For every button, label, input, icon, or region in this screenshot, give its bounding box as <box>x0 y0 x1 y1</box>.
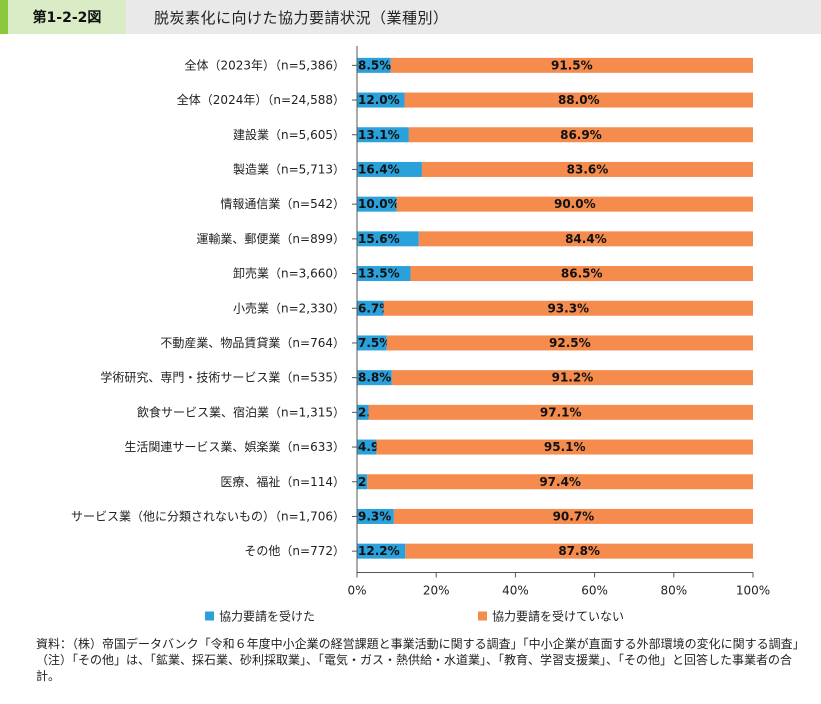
bar-segment-not-received <box>396 196 753 212</box>
bar-segment-not-received <box>390 57 753 73</box>
data-label: 93.3% <box>547 301 589 315</box>
bar-segment-not-received <box>421 161 753 177</box>
data-label: 15.6% <box>358 232 400 246</box>
data-label: 90.7% <box>553 509 595 523</box>
data-label: 86.9% <box>560 128 602 142</box>
bar-segment-received <box>357 266 411 282</box>
bar-segment-not-received <box>404 92 753 108</box>
bar-segment-not-received <box>367 474 753 490</box>
data-label: 12.2% <box>358 544 400 558</box>
category-label: 学術研究、専門・技術サービス業（n=535） <box>100 370 345 385</box>
data-label: 13.5% <box>358 267 400 281</box>
figure-title: 脱炭素化に向けた協力要請状況（業種別） <box>154 8 449 27</box>
data-label: 90.0% <box>554 197 596 211</box>
bar-segment-not-received <box>391 370 753 386</box>
category-label: 製造業（n=5,713） <box>233 162 345 176</box>
category-label: その他（n=772） <box>244 544 345 558</box>
bar-segment-received <box>357 161 422 177</box>
footnote: （注）「その他」は、「鉱業、採石業、砂利採取業」、「電気・ガス・熱供給・水道業」… <box>36 653 793 683</box>
bar-segment-received <box>357 196 397 212</box>
data-label: 84.4% <box>565 232 607 246</box>
category-label: サービス業（他に分類されないもの）（n=1,706） <box>71 509 345 523</box>
bar-segment-not-received <box>405 543 753 559</box>
stacked-bar-chart: 全体（2023年）（n=5,386） 8.5% 91.5% 全体（2024年）（n=2… <box>71 46 770 624</box>
data-label: 91.2% <box>552 371 594 385</box>
legend-swatch <box>205 611 214 621</box>
category-label: 建設業（n=5,605） <box>233 127 345 142</box>
data-label: 8.5% <box>358 58 391 72</box>
bar-segment-received <box>357 300 384 316</box>
notes-section: 資料：（株）帝国データバンク「令和６年度中小企業の経営課題と事業活動に関する調査… <box>36 636 806 684</box>
bar-segment-received <box>357 370 392 386</box>
bar-segment-received <box>357 127 409 143</box>
bar-segment-received <box>357 543 406 559</box>
data-label: 10.0% <box>358 197 400 211</box>
category-label: 卸売業（n=3,660） <box>233 266 345 281</box>
bar-segment-received <box>357 404 369 420</box>
bar-segment-not-received <box>376 439 753 455</box>
x-tick-label: 80% <box>660 584 687 598</box>
figure-header: 第1-2-2図 脱炭素化に向けた協力要請状況（業種別） <box>0 0 821 34</box>
data-label: 9.3% <box>358 509 391 523</box>
category-label: 医療、福祉（n=114） <box>220 474 345 489</box>
x-tick-label: 60% <box>581 584 608 598</box>
bar-segment-not-received <box>410 266 753 282</box>
x-tick-label: 40% <box>502 584 529 598</box>
bar-segment-not-received <box>393 508 753 524</box>
bar-segment-received <box>357 57 391 73</box>
bar-segment-not-received <box>368 404 753 420</box>
legend-swatch <box>478 611 487 621</box>
bar-segment-not-received <box>386 335 753 351</box>
bar-segment-not-received <box>408 127 753 143</box>
data-label: 95.1% <box>544 440 586 454</box>
data-label: 6.7% <box>358 301 391 315</box>
legend-label: 協力要請を受けた <box>219 609 315 624</box>
data-label: 97.1% <box>540 405 582 419</box>
data-label: 13.1% <box>358 128 400 142</box>
data-label: 88.0% <box>558 93 600 107</box>
bar-segment-not-received <box>383 300 753 316</box>
bar-segment-received <box>357 335 387 351</box>
bar-segment-received <box>357 92 405 108</box>
bar-segment-received <box>357 474 368 490</box>
bar-segment-received <box>357 439 377 455</box>
bar-segment-not-received <box>418 231 753 247</box>
data-label: 83.6% <box>567 162 609 176</box>
category-label: 飲食サービス業、宿泊業（n=1,315） <box>137 404 345 419</box>
x-tick-label: 20% <box>423 584 450 598</box>
bar-segment-received <box>357 508 394 524</box>
source-note: 資料：（株）帝国データバンク「令和６年度中小企業の経営課題と事業活動に関する調査… <box>36 637 805 651</box>
figure-number: 第1-2-2図 <box>8 0 126 34</box>
data-label: 8.8% <box>358 371 391 385</box>
category-label: 小売業（n=2,330） <box>233 300 345 315</box>
category-label: 生活関連サービス業、娯楽業（n=633） <box>124 440 345 454</box>
data-label: 12.0% <box>358 93 400 107</box>
data-label: 91.5% <box>551 58 593 72</box>
category-label: 不動産業、物品賃貸業（n=764） <box>160 335 345 350</box>
header-accent-bar <box>0 0 8 34</box>
data-label: 16.4% <box>358 162 400 176</box>
bar-segment-received <box>357 231 419 247</box>
data-label: 7.5% <box>358 336 391 350</box>
data-label: 97.4% <box>539 475 581 489</box>
x-tick-label: 0% <box>347 584 366 598</box>
data-label: 86.5% <box>561 267 603 281</box>
data-label: 87.8% <box>558 544 600 558</box>
category-label: 情報通信業（n=542） <box>220 197 345 211</box>
category-label: 全体（2023年）（n=5,386） <box>184 57 345 72</box>
data-label: 92.5% <box>549 336 591 350</box>
x-tick-label: 100% <box>736 584 770 598</box>
category-label: 全体（2024年）（n=24,588） <box>177 92 345 107</box>
legend-label: 協力要請を受けていない <box>492 609 624 624</box>
category-label: 運輸業、郵便業（n=899） <box>196 231 345 246</box>
